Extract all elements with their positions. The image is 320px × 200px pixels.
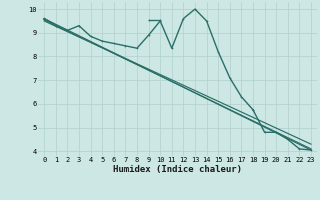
X-axis label: Humidex (Indice chaleur): Humidex (Indice chaleur) [113,165,242,174]
